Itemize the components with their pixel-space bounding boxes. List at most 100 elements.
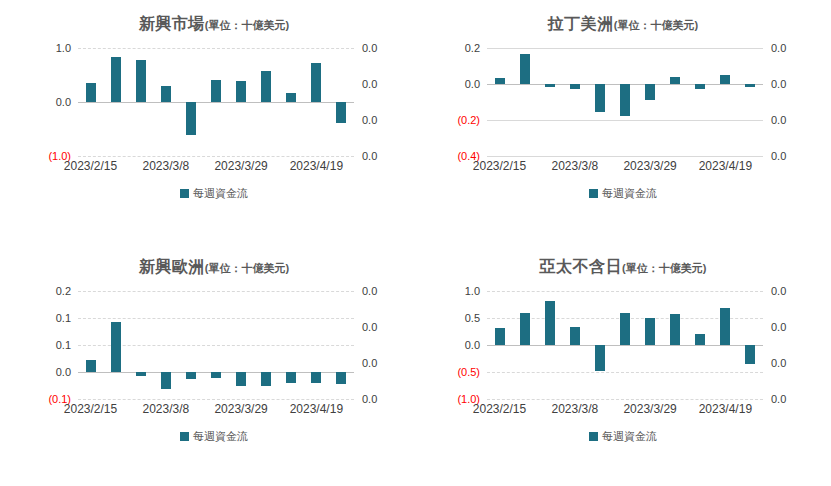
- bar-weekly-flow: [595, 345, 605, 371]
- chart-title-unit: (單位：十億美元): [622, 262, 706, 274]
- y-axis-left-tick-label: 0.2: [465, 42, 487, 54]
- bar-weekly-flow: [670, 314, 680, 345]
- bar-weekly-flow: [545, 301, 555, 345]
- bar-weekly-flow: [236, 372, 246, 386]
- chart-title-text: 亞太不含日: [540, 258, 623, 275]
- y-axis-right-tick-label: 0.0: [354, 78, 377, 90]
- chart-title-text: 拉丁美洲: [548, 15, 614, 32]
- bar-weekly-flow: [236, 81, 246, 102]
- x-axis: 2023/2/152023/3/82023/3/292023/4/19: [78, 159, 354, 177]
- y-axis-right-tick-label: 0.0: [763, 114, 786, 126]
- plot-area: 1.00.50.0(0.5)(1.0)0.00.00.00.0: [487, 291, 763, 399]
- legend: 每週資金流: [28, 429, 400, 444]
- gridline: [487, 372, 763, 373]
- x-axis-tick-label: 2023/3/29: [623, 402, 676, 416]
- bar-weekly-flow: [161, 86, 171, 102]
- y-axis-right-tick-label: 0.0: [763, 357, 786, 369]
- legend-label: 每週資金流: [602, 186, 657, 201]
- bar-weekly-flow: [161, 372, 171, 389]
- y-axis-left-tick-label: 0.2: [56, 285, 78, 297]
- x-axis: 2023/2/152023/3/82023/3/292023/4/19: [487, 402, 763, 420]
- bar-weekly-flow: [211, 372, 221, 378]
- chart-emerging-europe: 新興歐洲(單位：十億美元) 0.20.10.10.0(0.1)0.00.00.0…: [28, 247, 400, 475]
- bar-weekly-flow: [336, 102, 346, 123]
- bar-weekly-flow: [86, 83, 96, 102]
- gridline: [78, 318, 354, 319]
- bar-weekly-flow: [745, 84, 755, 87]
- gridline: [487, 291, 763, 292]
- chart-title-text: 新興市場: [139, 15, 205, 32]
- chart-title-unit: (單位：十億美元): [205, 262, 289, 274]
- bar-weekly-flow: [111, 57, 121, 102]
- y-axis-right-tick-label: 0.0: [763, 42, 786, 54]
- bar-weekly-flow: [645, 84, 655, 100]
- legend-label: 每週資金流: [193, 429, 248, 444]
- gridline: [487, 156, 763, 157]
- y-axis-left-tick-label: 0.0: [465, 339, 487, 351]
- bar-weekly-flow: [286, 93, 296, 102]
- chart-title-unit: (單位：十億美元): [614, 19, 698, 31]
- legend-label: 每週資金流: [193, 186, 248, 201]
- plot-area: 0.20.0(0.2)(0.4)0.00.00.00.0: [487, 48, 763, 156]
- gridline: [487, 48, 763, 49]
- chart-apac-ex-japan: 亞太不含日(單位：十億美元) 1.00.50.0(0.5)(1.0)0.00.0…: [437, 247, 809, 475]
- gridline: [487, 399, 763, 400]
- bar-weekly-flow: [570, 84, 580, 89]
- bar-weekly-flow: [695, 334, 705, 345]
- bar-weekly-flow: [620, 84, 630, 116]
- x-axis-tick-label: 2023/2/15: [64, 159, 117, 173]
- legend-marker-icon: [180, 189, 189, 198]
- legend: 每週資金流: [28, 186, 400, 201]
- y-axis-right-tick-label: 0.0: [763, 321, 786, 333]
- x-axis-tick-label: 2023/2/15: [473, 402, 526, 416]
- chart-title: 亞太不含日(單位：十億美元): [437, 257, 809, 279]
- bar-weekly-flow: [670, 77, 680, 84]
- bar-weekly-flow: [111, 322, 121, 372]
- bar-weekly-flow: [645, 318, 655, 345]
- bar-weekly-flow: [136, 372, 146, 376]
- x-axis-tick-label: 2023/3/8: [142, 402, 189, 416]
- gridline: [487, 120, 763, 121]
- x-axis-tick-label: 2023/2/15: [64, 402, 117, 416]
- chart-title-text: 新興歐洲: [139, 258, 205, 275]
- bar-weekly-flow: [720, 308, 730, 345]
- legend: 每週資金流: [437, 186, 809, 201]
- y-axis-right-tick-label: 0.0: [354, 150, 377, 162]
- y-axis-right-tick-label: 0.0: [763, 78, 786, 90]
- x-axis-tick-label: 2023/3/29: [623, 159, 676, 173]
- y-axis-left-tick-label: 1.0: [56, 42, 78, 54]
- bar-weekly-flow: [595, 84, 605, 112]
- bar-weekly-flow: [86, 360, 96, 372]
- y-axis-right-tick-label: 0.0: [354, 393, 377, 405]
- y-axis-right-tick-label: 0.0: [763, 285, 786, 297]
- fund-flow-dashboard: 新興市場(單位：十億美元) 1.00.0(1.0)0.00.00.00.0 20…: [0, 0, 831, 486]
- legend-label: 每週資金流: [602, 429, 657, 444]
- chart-title: 拉丁美洲(單位：十億美元): [437, 14, 809, 36]
- y-axis-left-tick-label: 1.0: [465, 285, 487, 297]
- y-axis-left-tick-label: 0.1: [56, 339, 78, 351]
- gridline: [78, 48, 354, 49]
- zero-axis-line: [487, 345, 763, 346]
- y-axis-right-tick-label: 0.0: [354, 321, 377, 333]
- legend: 每週資金流: [437, 429, 809, 444]
- y-axis-right-tick-label: 0.0: [354, 42, 377, 54]
- bar-weekly-flow: [261, 372, 271, 386]
- x-axis-tick-label: 2023/3/8: [142, 159, 189, 173]
- legend-marker-icon: [180, 432, 189, 441]
- x-axis-tick-label: 2023/4/19: [699, 402, 752, 416]
- y-axis-right-tick-label: 0.0: [354, 357, 377, 369]
- x-axis-tick-label: 2023/3/29: [214, 159, 267, 173]
- plot-area: 0.20.10.10.0(0.1)0.00.00.00.0: [78, 291, 354, 399]
- gridline: [78, 156, 354, 157]
- bar-weekly-flow: [620, 313, 630, 345]
- legend-marker-icon: [589, 432, 598, 441]
- x-axis-tick-label: 2023/3/8: [551, 159, 598, 173]
- chart-emerging-markets: 新興市場(單位：十億美元) 1.00.0(1.0)0.00.00.00.0 20…: [28, 4, 400, 232]
- bar-weekly-flow: [745, 345, 755, 364]
- y-axis-left-tick-label: (0.2): [457, 114, 487, 126]
- bar-weekly-flow: [136, 60, 146, 102]
- x-axis: 2023/2/152023/3/82023/3/292023/4/19: [487, 159, 763, 177]
- y-axis-left-tick-label: 0.1: [56, 312, 78, 324]
- bar-weekly-flow: [695, 84, 705, 89]
- y-axis-right-tick-label: 0.0: [763, 393, 786, 405]
